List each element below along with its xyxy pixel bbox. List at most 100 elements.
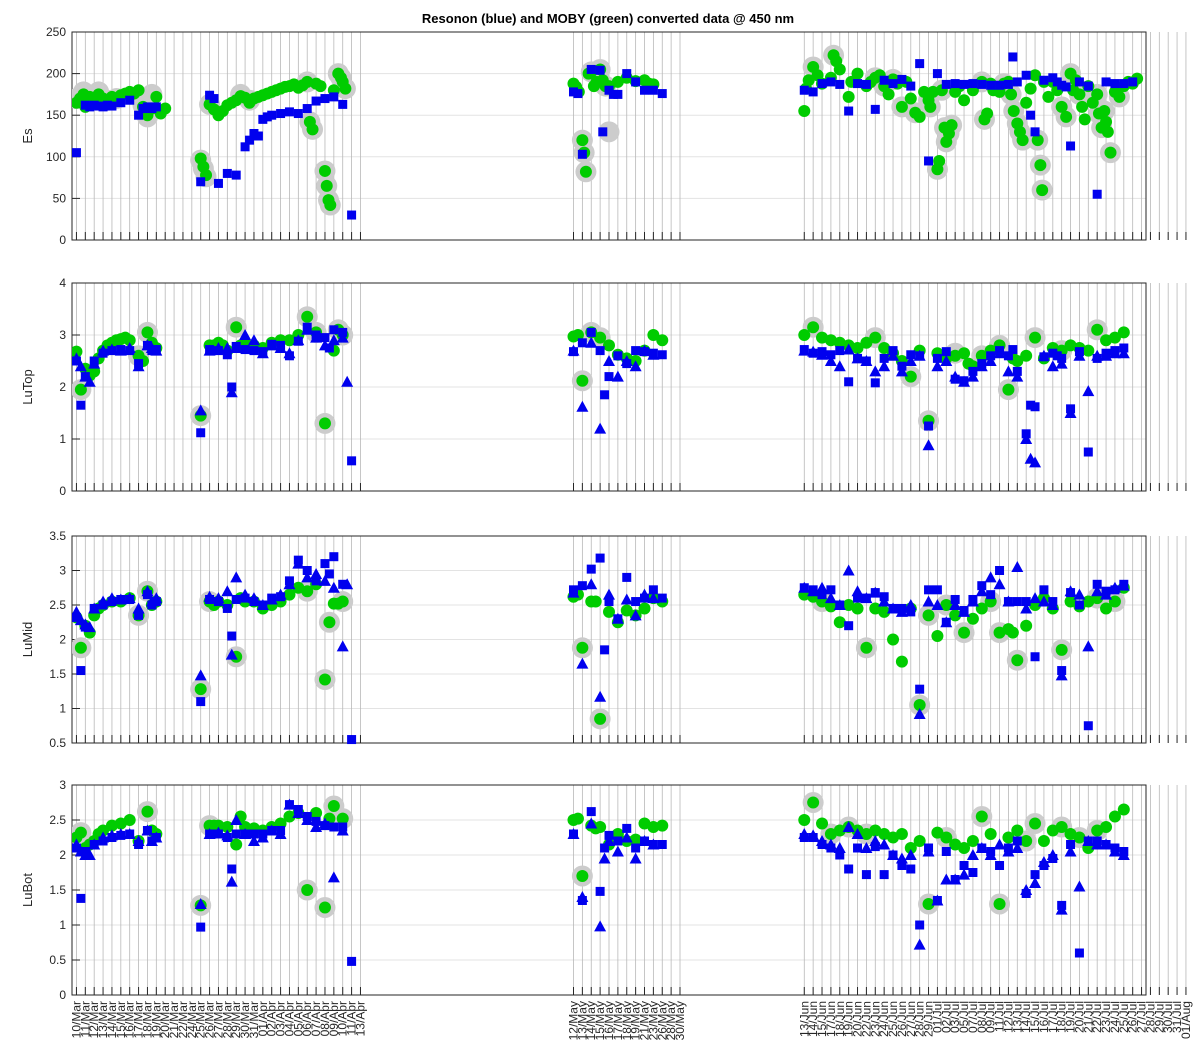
- moby-point: [975, 602, 988, 615]
- resonon-triangle-point: [984, 571, 997, 583]
- resonon-triangle-point: [1073, 588, 1086, 600]
- moby-point: [301, 75, 314, 88]
- resonon-triangle-point: [301, 571, 314, 583]
- moby-point: [895, 100, 908, 113]
- moby-point: [1073, 88, 1086, 101]
- resonon-square-point: [657, 593, 667, 603]
- y-tick-label: 2: [59, 380, 66, 394]
- resonon-triangle-point: [816, 581, 829, 593]
- resonon-square-point: [640, 85, 650, 95]
- resonon-triangle-point: [816, 348, 829, 360]
- date-label: 02/Apr: [265, 1001, 279, 1036]
- resonon-triangle-point: [576, 400, 589, 412]
- date-label: 21/Mar: [167, 1001, 181, 1038]
- resonon-square-point: [959, 79, 969, 89]
- resonon-triangle-point: [1055, 669, 1068, 681]
- moby-point: [816, 817, 829, 830]
- resonon-triangle-point: [594, 690, 607, 702]
- resonon-triangle-point: [301, 323, 314, 335]
- date-label: 16/Jul: [1037, 1001, 1051, 1033]
- resonon-square-point: [231, 829, 241, 839]
- resonon-triangle-point: [647, 592, 660, 604]
- date-label: 11/Mar: [78, 1001, 92, 1037]
- moby-point: [141, 805, 154, 818]
- resonon-square-point: [941, 847, 951, 856]
- resonon-triangle-point: [114, 593, 127, 605]
- y-tick-label: 2.5: [49, 813, 66, 827]
- resonon-triangle-point: [221, 829, 234, 841]
- resonon-triangle-point: [567, 586, 580, 598]
- y-tick-label: 1.5: [49, 667, 66, 681]
- moby-point: [150, 90, 163, 103]
- moby-point: [306, 123, 319, 136]
- date-label: 08/Jul: [975, 1001, 989, 1033]
- resonon-square-point: [631, 597, 641, 607]
- resonon-square-point: [844, 864, 854, 874]
- resonon-square-point: [657, 350, 667, 360]
- resonon-triangle-point: [993, 838, 1006, 850]
- date-label: 29/Mar: [229, 1001, 243, 1038]
- resonon-square-point: [598, 127, 608, 137]
- resonon-triangle-point: [336, 331, 349, 343]
- date-label: 19/May: [629, 1001, 643, 1040]
- resonon-triangle-point: [611, 370, 624, 382]
- resonon-triangle-point: [1082, 640, 1095, 652]
- resonon-triangle-point: [958, 605, 971, 617]
- date-label: 24/Mar: [185, 1001, 199, 1038]
- moby-point: [1016, 134, 1029, 147]
- resonon-triangle-point: [629, 360, 642, 372]
- resonon-triangle-point: [221, 342, 234, 353]
- resonon-square-point: [897, 74, 907, 84]
- moby-point: [603, 339, 615, 352]
- moby-point: [1011, 824, 1024, 837]
- moby-point: [656, 819, 669, 832]
- resonon-square-point: [302, 566, 312, 575]
- resonon-triangle-point: [966, 849, 979, 860]
- resonon-triangle-point: [869, 835, 882, 846]
- date-label: 23/Jul: [1099, 1001, 1113, 1033]
- moby-point: [1055, 821, 1068, 833]
- resonon-triangle-point: [594, 920, 607, 932]
- resonon-triangle-point: [239, 588, 252, 600]
- resonon-square-point: [222, 168, 232, 178]
- resonon-triangle-point: [212, 342, 225, 353]
- date-label: 06/Apr: [300, 1001, 314, 1036]
- resonon-triangle-point: [274, 342, 287, 353]
- moby-point: [1037, 835, 1050, 847]
- resonon-triangle-point: [1020, 602, 1033, 614]
- resonon-square-point: [613, 351, 623, 361]
- resonon-square-point: [924, 156, 934, 166]
- resonon-triangle-point: [83, 375, 96, 387]
- resonon-triangle-point: [132, 360, 145, 372]
- date-label: 04/Apr: [282, 1001, 296, 1036]
- date-label: 15/May: [593, 1001, 607, 1040]
- resonon-triangle-point: [798, 344, 811, 356]
- moby-point: [1002, 383, 1015, 396]
- resonon-triangle-point: [97, 595, 110, 607]
- resonon-triangle-point: [851, 828, 864, 839]
- resonon-triangle-point: [1082, 385, 1095, 397]
- moby-point: [833, 616, 846, 629]
- resonon-triangle-point: [949, 599, 962, 610]
- resonon-square-point: [293, 109, 303, 119]
- date-label: 28/Jun: [913, 1001, 927, 1037]
- resonon-square-point: [227, 864, 237, 874]
- resonon-square-point: [906, 81, 916, 91]
- resonon-square-point: [844, 621, 854, 631]
- moby-point: [1002, 831, 1015, 844]
- resonon-triangle-point: [123, 342, 136, 353]
- resonon-square-point: [826, 350, 836, 360]
- resonon-square-point: [622, 572, 632, 582]
- resonon-square-point: [116, 98, 126, 108]
- resonon-square-point: [125, 95, 135, 105]
- resonon-triangle-point: [913, 708, 926, 720]
- resonon-square-point: [595, 346, 605, 356]
- resonon-triangle-point: [239, 828, 252, 839]
- resonon-triangle-point: [274, 588, 287, 600]
- resonon-triangle-point: [132, 602, 145, 614]
- date-label: 29/Jun: [922, 1001, 936, 1037]
- resonon-square-point: [1074, 600, 1084, 610]
- moby-point: [571, 329, 584, 341]
- resonon-square-point: [879, 75, 889, 85]
- resonon-square-point: [1030, 127, 1040, 137]
